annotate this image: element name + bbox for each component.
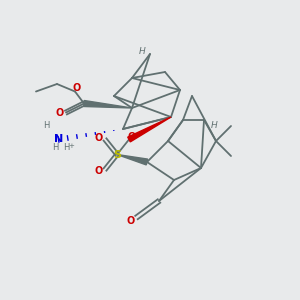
Text: N: N: [54, 134, 63, 145]
Polygon shape: [117, 154, 148, 165]
Text: O: O: [94, 133, 103, 143]
Text: +: +: [68, 142, 74, 148]
Text: H: H: [211, 121, 218, 130]
Text: H: H: [139, 46, 146, 56]
Text: O: O: [126, 215, 135, 226]
Text: H: H: [43, 122, 50, 130]
Text: O: O: [94, 166, 103, 176]
Text: O: O: [128, 131, 136, 142]
Text: H: H: [63, 142, 69, 152]
Polygon shape: [128, 117, 171, 142]
Text: O: O: [72, 83, 80, 93]
Text: H: H: [52, 142, 59, 152]
Polygon shape: [84, 100, 132, 108]
Text: S: S: [113, 149, 121, 160]
Text: O: O: [55, 107, 64, 118]
